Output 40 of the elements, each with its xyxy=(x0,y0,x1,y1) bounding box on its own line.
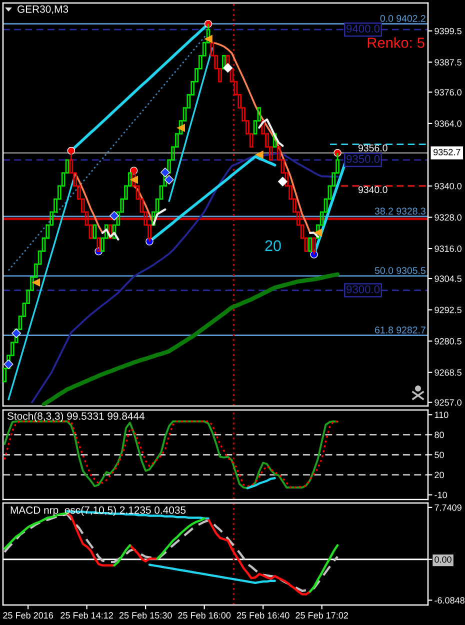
y-tick-label: 9376.0 xyxy=(434,89,462,96)
x-tick-label: 25 Feb 16:00 xyxy=(178,612,231,619)
chart-title: Stoch(8,3,3) 99.5331 99.8444 xyxy=(7,412,145,422)
ref-line-label: 9340.0 xyxy=(358,186,388,194)
y-tick-label: 50 xyxy=(434,452,444,458)
y-tick-label: 110 xyxy=(434,412,448,418)
y-tick-label: 9387.5 xyxy=(434,59,462,66)
y-tick-label: 20 xyxy=(434,472,444,478)
y-tick-label: 9292.5 xyxy=(434,306,462,314)
y-tick-label: 0.00 xyxy=(434,556,452,563)
ref-line-label: 9300.0 xyxy=(346,285,380,294)
ref-line-label: 9350.0 xyxy=(346,155,380,163)
x-tick-label: 25 Feb 17:02 xyxy=(296,612,348,619)
ref-line-label: 38.2 9328.3 xyxy=(374,208,426,215)
ref-line-label: 50.0 9305.5 xyxy=(374,267,426,274)
y-tick-label: 9280.5 xyxy=(434,338,462,344)
x-tick-label: 25 Feb 14:12 xyxy=(60,612,113,619)
ref-line-label: 9400.0 xyxy=(346,24,380,33)
y-tick-label: 9364.0 xyxy=(434,120,462,127)
x-tick-label: 25 Feb 2016 xyxy=(3,612,54,619)
chart-title: GER30,M3 xyxy=(18,5,68,14)
y-tick-label: 9328.0 xyxy=(434,214,462,221)
y-tick-label: 9268.5 xyxy=(434,369,462,376)
ref-line-label: 61.8 9282.7 xyxy=(375,326,426,334)
y-tick-label: -10 xyxy=(434,492,447,498)
x-tick-label: 25 Feb 16:40 xyxy=(236,612,290,619)
y-tick-label: 9340.0 xyxy=(434,182,462,190)
annotation: 20 xyxy=(265,240,281,252)
text: Renko: 5 xyxy=(368,37,424,48)
y-tick-label: 9257.0 xyxy=(434,399,462,406)
ref-line-label: 9356.0 xyxy=(358,144,388,152)
y-tick-label: 7.7409 xyxy=(434,504,462,511)
y-tick-label: 80 xyxy=(434,432,444,438)
y-tick-label: 9316.0 xyxy=(434,246,462,252)
ref-line-label: 0.0 9402.2 xyxy=(380,15,426,22)
y-tick-label: -6.0848 xyxy=(434,597,464,604)
y-tick-label: 9304.5 xyxy=(434,276,462,282)
y-tick-label: 9399.5 xyxy=(434,28,462,34)
ref-line-label: 9352.7 xyxy=(434,148,460,156)
x-tick-label: 25 Feb 15:30 xyxy=(119,612,172,619)
